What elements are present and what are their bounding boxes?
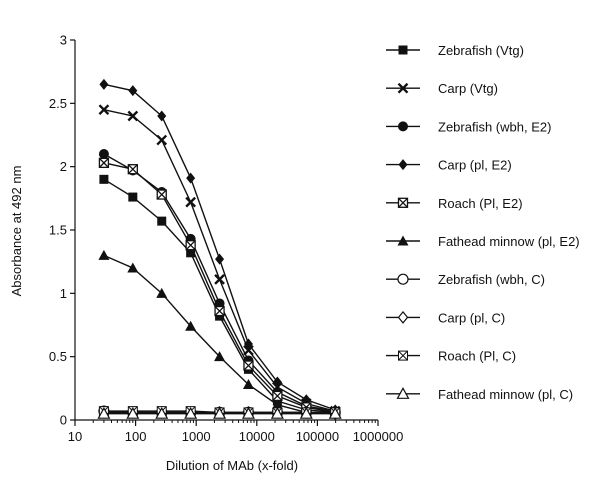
legend-marker xyxy=(398,121,408,132)
legend-marker xyxy=(397,310,409,324)
x-tick-label: 1000000 xyxy=(353,429,404,444)
series-6 xyxy=(98,249,341,419)
y-tick-label: 1 xyxy=(60,286,67,301)
data-point xyxy=(213,406,227,419)
data-point xyxy=(127,164,138,175)
legend-label: Zebrafish (wbh, C) xyxy=(438,272,545,287)
x-axis-title: Dilution of MAb (x-fold) xyxy=(166,458,298,473)
axes: 0 0.5 1 1.5 2 2.5 3 10 100 1000 10000 100000 1000000 xyxy=(49,33,403,445)
legend-label: Fathead minnow (pl, E2) xyxy=(438,234,580,249)
data-point xyxy=(185,320,197,331)
data-point xyxy=(98,149,109,159)
x-tick-label: 10 xyxy=(68,429,82,444)
data-point xyxy=(215,253,225,265)
legend-marker xyxy=(398,350,408,361)
data-point xyxy=(328,406,342,419)
data-point xyxy=(184,406,198,419)
data-point xyxy=(98,157,110,169)
data-point xyxy=(243,338,253,350)
y-tick-label: 0.5 xyxy=(49,349,67,364)
legend-item: Zebrafish (wbh, E2) xyxy=(386,119,551,134)
legend-item: Zebrafish (Vtg) xyxy=(386,43,524,58)
legend-label: Roach (Pl, C) xyxy=(438,349,516,364)
legend-item: Fathead minnow (pl, E2) xyxy=(386,234,580,249)
data-point xyxy=(99,174,109,184)
data-point xyxy=(272,390,283,402)
series-4 xyxy=(99,78,340,416)
series-10 xyxy=(97,406,342,419)
legend: Zebrafish (Vtg) Carp (Vtg) Zebrafish (wbh,… xyxy=(386,43,580,402)
data-point xyxy=(98,249,110,260)
y-tick-label: 1.5 xyxy=(49,223,67,238)
legend-marker xyxy=(397,82,409,94)
data-point xyxy=(271,399,283,410)
legend-marker xyxy=(396,387,410,399)
legend-item: Roach (Pl, E2) xyxy=(386,196,523,211)
data-point xyxy=(155,406,169,419)
data-point xyxy=(214,274,225,285)
legend-marker xyxy=(397,273,409,285)
data-point xyxy=(299,406,313,419)
y-tick-label: 2.5 xyxy=(49,96,67,111)
data-point xyxy=(156,287,168,298)
series-line xyxy=(103,153,336,412)
x-tick-label: 100000 xyxy=(296,429,339,444)
data-point xyxy=(126,406,140,419)
x-tick-label: 1000 xyxy=(182,429,211,444)
x-tick-label: 10000 xyxy=(239,429,275,444)
legend-label: Carp (pl, E2) xyxy=(438,158,512,173)
series-1 xyxy=(99,174,340,417)
legend-item: Carp (pl, E2) xyxy=(386,158,512,173)
x-tick-label: 100 xyxy=(125,429,147,444)
series-layer xyxy=(97,78,342,421)
y-tick-label: 2 xyxy=(60,159,67,174)
data-point xyxy=(99,78,109,90)
legend-label: Fathead minnow (pl, C) xyxy=(438,387,573,402)
data-point xyxy=(185,196,197,208)
data-point xyxy=(128,85,138,97)
data-point xyxy=(270,406,284,419)
data-point xyxy=(98,104,110,116)
legend-item: Zebrafish (wbh, C) xyxy=(386,272,545,287)
legend-marker xyxy=(397,197,409,208)
legend-marker xyxy=(398,159,408,171)
data-point xyxy=(157,216,167,226)
legend-item: Roach (Pl, C) xyxy=(386,349,516,364)
data-point xyxy=(186,172,196,184)
data-point xyxy=(127,110,139,122)
data-point xyxy=(128,192,138,202)
data-point xyxy=(156,134,168,146)
data-point xyxy=(242,379,254,390)
legend-marker xyxy=(397,235,409,246)
data-point xyxy=(185,240,196,251)
legend-item: Fathead minnow (pl, C) xyxy=(386,387,573,402)
legend-label: Roach (Pl, E2) xyxy=(438,196,523,211)
series-line xyxy=(103,162,336,414)
legend-item: Carp (Vtg) xyxy=(386,81,498,96)
y-tick-label: 3 xyxy=(60,33,67,48)
y-axis-title: Absorbance at 492 nm xyxy=(9,166,24,297)
data-point xyxy=(241,406,255,419)
series-line xyxy=(103,178,336,414)
data-point xyxy=(243,360,254,371)
series-3 xyxy=(98,149,341,417)
legend-label: Carp (pl, C) xyxy=(438,310,505,325)
legend-item: Carp (pl, C) xyxy=(386,310,505,325)
data-point xyxy=(157,110,167,122)
data-point xyxy=(272,376,282,388)
legend-label: Carp (Vtg) xyxy=(438,81,498,96)
data-point xyxy=(156,189,167,200)
y-tick-label: 0 xyxy=(60,413,67,428)
data-point xyxy=(186,248,196,258)
series-5 xyxy=(98,157,341,418)
legend-label: Zebrafish (Vtg) xyxy=(438,43,524,58)
legend-marker xyxy=(398,45,408,55)
data-point xyxy=(214,351,226,362)
legend-label: Zebrafish (wbh, E2) xyxy=(438,119,551,134)
data-point xyxy=(97,406,111,419)
data-point xyxy=(127,262,139,273)
data-point xyxy=(214,305,225,317)
